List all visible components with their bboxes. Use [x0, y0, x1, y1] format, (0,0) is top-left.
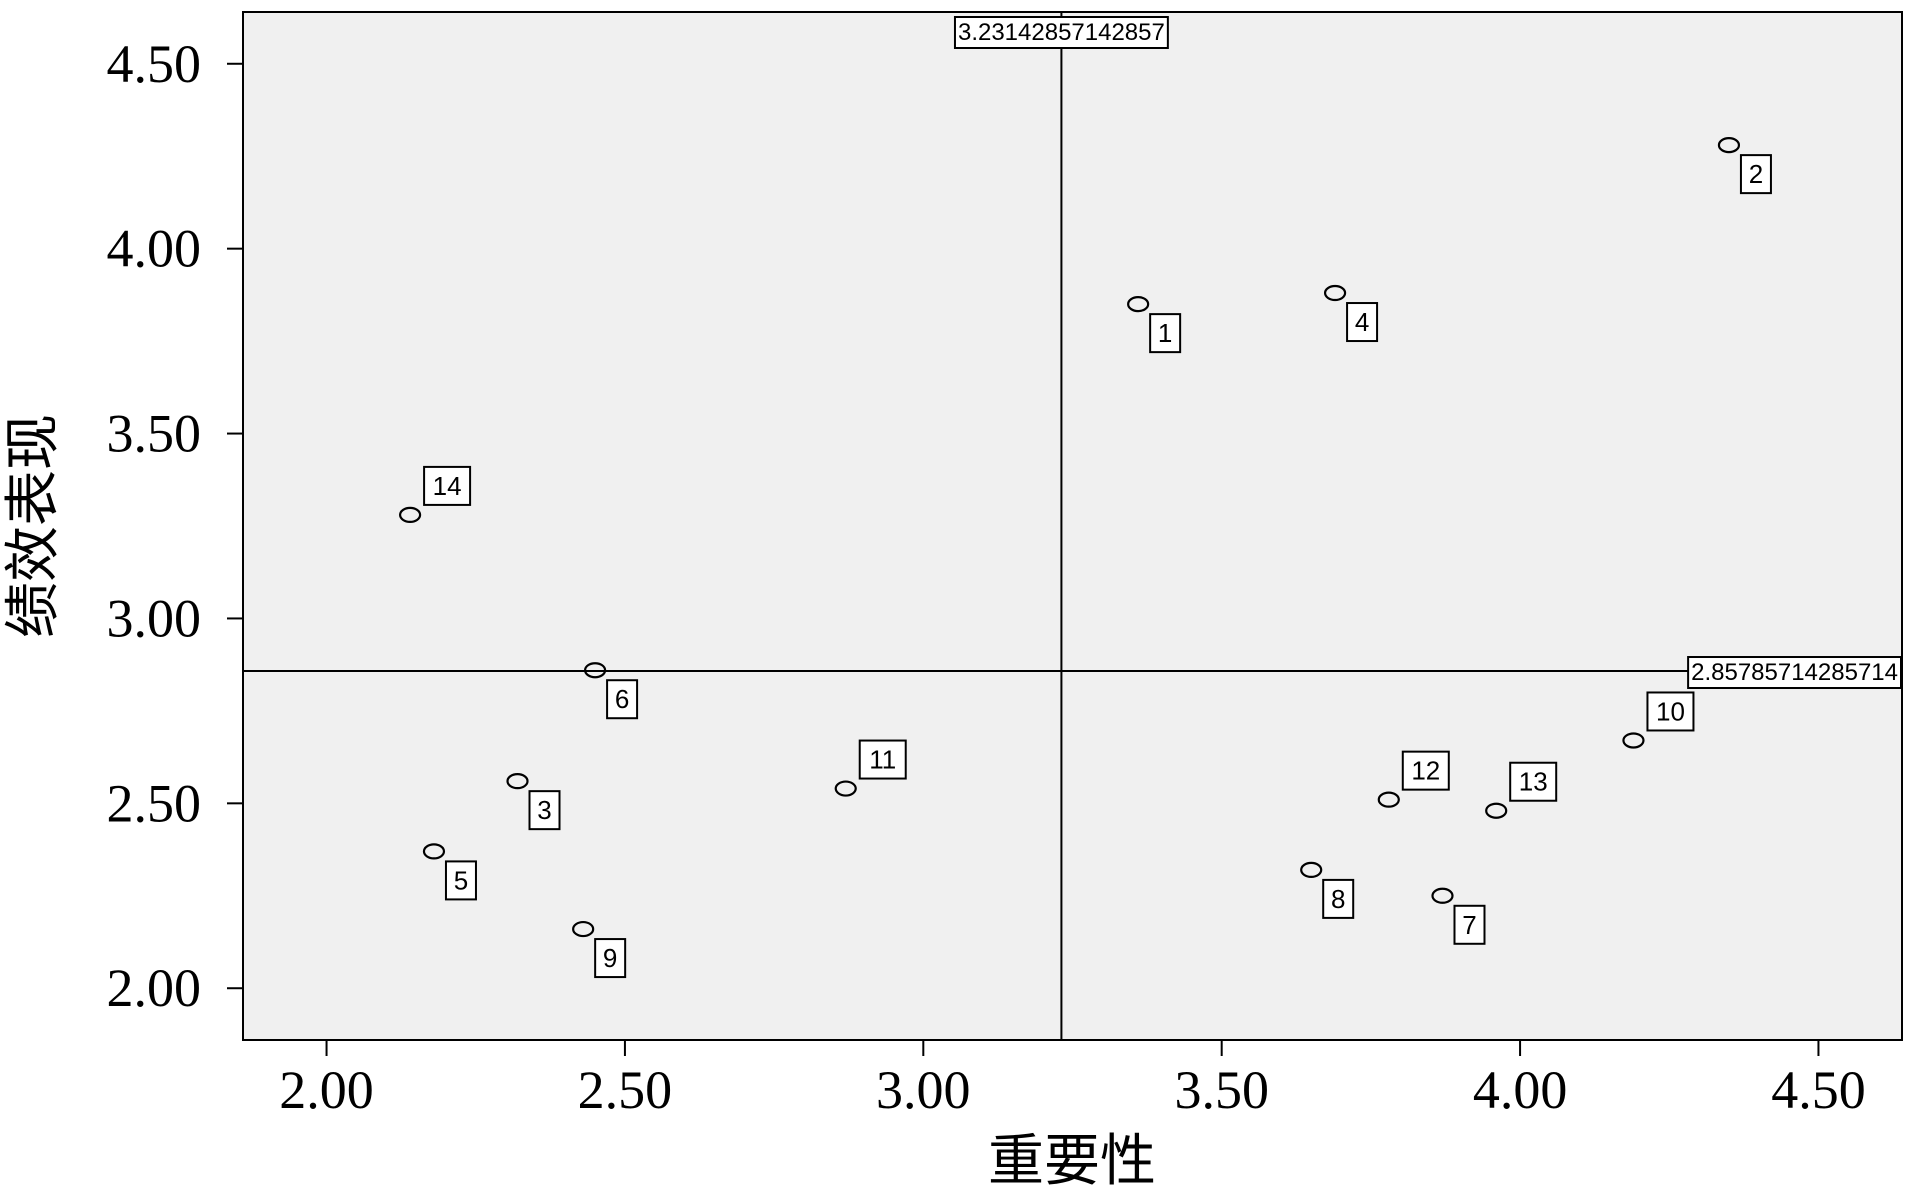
y-tick-label: 4.50 [107, 34, 202, 94]
point-label-text: 12 [1411, 756, 1440, 786]
ref-line-y-label-box [1687, 656, 1902, 690]
point-label-box [1453, 904, 1486, 945]
ref-line-x-label: 3.23142857142857 [953, 16, 1169, 49]
point-label: 12 [1401, 750, 1450, 791]
data-point [1127, 296, 1150, 313]
data-point [583, 662, 607, 679]
point-label-box [594, 938, 627, 979]
data-point [506, 773, 529, 790]
point-label-text: 6 [615, 684, 629, 714]
point-label: 6 [606, 679, 639, 720]
data-point [1431, 887, 1454, 904]
x-axis-title: 重要性 [988, 1129, 1156, 1190]
point-label: 2 [1739, 154, 1772, 195]
point-label-box [1149, 313, 1182, 354]
point-label: 5 [444, 860, 477, 901]
y-tick-label: 2.00 [107, 958, 202, 1018]
point-label: 9 [594, 938, 627, 979]
ref-line-x-label-text: 3.23142857142857 [958, 19, 1165, 46]
point-label-box [1509, 761, 1558, 802]
data-point [572, 920, 595, 938]
point-label-box [606, 679, 639, 720]
data-point [422, 843, 446, 860]
data-point [1622, 732, 1645, 749]
ref-line-x-label-box [953, 16, 1169, 49]
point-label-text: 8 [1331, 884, 1345, 914]
point-label-text: 13 [1519, 767, 1548, 797]
point-label-text: 7 [1462, 910, 1476, 940]
x-tick-label: 3.00 [876, 1060, 971, 1120]
point-label: 14 [423, 465, 472, 506]
point-label-text: 2 [1749, 159, 1763, 189]
point-label: 1 [1149, 313, 1182, 354]
data-point [1485, 802, 1508, 819]
point-label-text: 14 [433, 471, 462, 501]
point-label-box [1346, 302, 1379, 343]
plot-area [242, 11, 1903, 1041]
x-tick-label: 3.50 [1174, 1060, 1269, 1120]
point-label: 10 [1646, 691, 1695, 732]
point-label-box [1322, 878, 1355, 919]
point-label-box [1646, 691, 1695, 732]
point-label-box [858, 739, 907, 780]
point-label-text: 4 [1355, 307, 1369, 337]
ref-line-y-label: 2.85785714285714 [1687, 656, 1902, 690]
point-label: 7 [1453, 904, 1486, 945]
point-label-text: 1 [1158, 318, 1172, 348]
data-point [1717, 137, 1741, 154]
point-label: 3 [528, 790, 561, 831]
point-label-box [444, 860, 477, 901]
y-tick-label: 3.50 [107, 404, 202, 464]
point-label-box [1401, 750, 1450, 791]
y-axis-title: 绩效表现 [1, 414, 66, 638]
point-label: 4 [1346, 302, 1379, 343]
x-tick-label: 4.50 [1771, 1060, 1866, 1120]
data-point [834, 780, 857, 797]
point-label-text: 5 [454, 865, 468, 895]
point-label-box [528, 790, 561, 831]
y-tick-label: 2.50 [107, 773, 202, 833]
data-point [1323, 284, 1347, 302]
y-tick-label: 4.00 [107, 219, 202, 279]
point-label-box [1739, 154, 1772, 195]
x-tick-label: 2.00 [279, 1060, 374, 1120]
point-label-text: 3 [537, 795, 551, 825]
data-point [1300, 861, 1323, 878]
point-label: 13 [1509, 761, 1558, 802]
x-tick-label: 4.00 [1473, 1060, 1568, 1120]
data-point [398, 506, 422, 524]
x-tick-label: 2.50 [578, 1060, 673, 1120]
y-tick-label: 3.00 [107, 588, 202, 648]
point-label-text: 9 [603, 943, 617, 973]
point-label-text: 11 [869, 745, 896, 775]
ref-line-y-label-text: 2.85785714285714 [1691, 659, 1898, 686]
point-label: 8 [1322, 878, 1355, 919]
point-label: 11 [858, 739, 907, 780]
point-label-box [423, 465, 472, 506]
data-point [1377, 791, 1400, 808]
point-label-text: 10 [1656, 696, 1685, 726]
